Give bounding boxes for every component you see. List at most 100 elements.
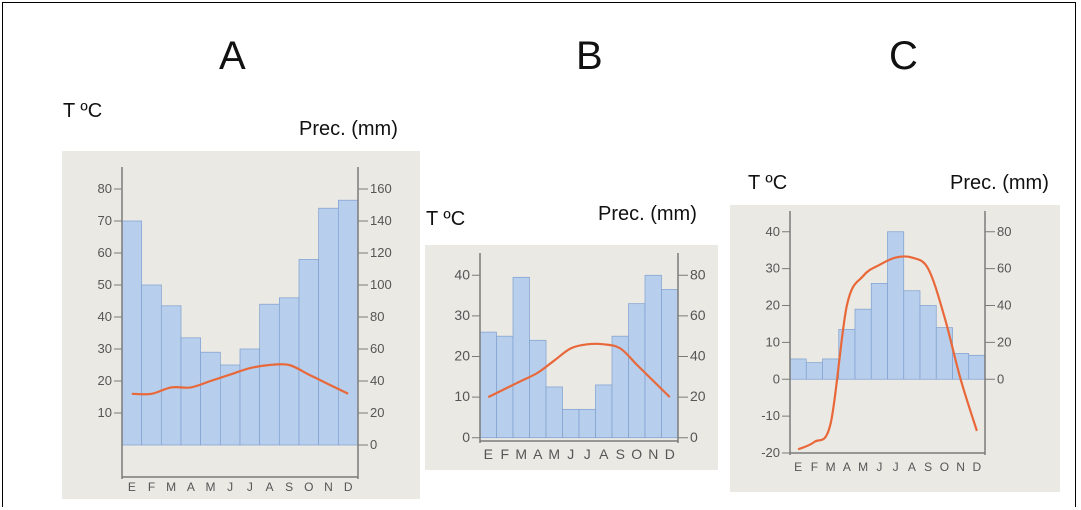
precipitation-bar (611, 335, 629, 439)
panel-b-prec-label: Prec. (mm) (598, 203, 697, 225)
precipitation-bar (545, 386, 563, 439)
precipitation-bar (578, 408, 596, 439)
month-label: F (811, 460, 818, 474)
panel-a-paper: 10 20 30 40 50 60 70 80 0 20 40 60 80 100 120 140 160 E F M… (62, 151, 420, 499)
prec-tick-label: 120 (370, 245, 392, 260)
month-label: E (128, 480, 136, 494)
month-label: F (148, 480, 155, 494)
prec-tick-label: 160 (370, 181, 392, 196)
month-label: N (648, 446, 658, 462)
precipitation-bar (887, 231, 905, 380)
prec-tick-label: 40 (370, 373, 384, 388)
temp-tick-label: -20 (761, 445, 780, 460)
panel-a-prec-label: Prec. (mm) (299, 118, 398, 140)
temp-tick-label: 10 (454, 388, 470, 404)
month-label: D (344, 480, 353, 494)
panel-c-prec-label: Prec. (mm) (950, 172, 1049, 194)
prec-tick-label: 140 (370, 213, 392, 228)
month-label: A (599, 446, 609, 462)
prec-tick-label: 0 (997, 371, 1004, 386)
temperature-line (487, 342, 671, 399)
prec-tick-label: 80 (997, 224, 1011, 239)
prec-tick-label: 60 (370, 341, 384, 356)
temp-tick-label: -10 (761, 408, 780, 423)
month-label: O (631, 446, 642, 462)
temperature-line (131, 363, 349, 396)
precipitation-bar (661, 289, 679, 439)
precipitation-bar (479, 331, 497, 439)
temp-tick-label: 50 (98, 277, 112, 292)
precipitation-bar (854, 308, 872, 380)
precipitation-bar (318, 207, 339, 446)
prec-tick-label: 80 (370, 309, 384, 324)
month-label: A (533, 446, 543, 462)
precipitation-bar (822, 358, 840, 380)
month-label: M (826, 460, 836, 474)
temp-tick-label: 30 (766, 261, 780, 276)
prec-tick-label: 0 (690, 429, 698, 445)
temperature-line (797, 255, 978, 451)
precipitation-bar (870, 283, 888, 380)
month-label: J (247, 480, 253, 494)
temp-tick-label: 10 (766, 334, 780, 349)
prec-tick-label: 20 (370, 405, 384, 420)
prec-tick-label: 40 (690, 348, 706, 364)
prec-tick-label: 100 (370, 277, 392, 292)
month-label: M (858, 460, 868, 474)
month-label: A (187, 480, 195, 494)
month-label: J (893, 460, 899, 474)
prec-tick-label: 60 (690, 307, 706, 323)
precipitation-bar (595, 384, 613, 439)
temp-tick-label: 30 (454, 307, 470, 323)
temp-tick-label: 20 (766, 298, 780, 313)
prec-tick-label: 40 (997, 298, 1011, 313)
precipitation-bar (180, 337, 202, 446)
precipitation-bar (805, 362, 823, 380)
temp-tick-label: 20 (98, 373, 112, 388)
temp-tick-label: 80 (98, 181, 112, 196)
precipitation-bar (529, 339, 547, 439)
precipitation-bar (259, 303, 280, 446)
panel-a-temp-label: T ºC (63, 100, 103, 122)
panel-b-letter: B (576, 34, 603, 78)
precipitation-bar (512, 276, 530, 439)
temp-tick-label: 10 (98, 405, 112, 420)
prec-tick-label: 80 (690, 266, 706, 282)
month-label: F (500, 446, 509, 462)
month-label: S (285, 480, 293, 494)
month-label: A (265, 480, 273, 494)
temp-tick-label: 60 (98, 245, 112, 260)
panel-b-temp-label: T ºC (426, 208, 466, 230)
month-label: A (843, 460, 851, 474)
precipitation-bar (160, 305, 182, 446)
panel-c-temp-label: T ºC (748, 172, 788, 194)
month-label: J (567, 446, 574, 462)
temp-tick-label: 0 (462, 429, 470, 445)
precipitation-bar (337, 199, 359, 446)
prec-tick-label: 0 (370, 437, 377, 452)
month-label: N (956, 460, 965, 474)
temp-tick-label: 70 (98, 213, 112, 228)
panel-c-letter: C (889, 34, 918, 78)
panel-a-letter: A (219, 34, 246, 78)
prec-tick-label: 20 (690, 388, 706, 404)
month-label: E (794, 460, 802, 474)
temp-tick-label: 40 (454, 266, 470, 282)
month-label: J (876, 460, 882, 474)
precipitation-bar (919, 305, 937, 380)
precipitation-bar (298, 259, 320, 446)
month-label: S (924, 460, 932, 474)
month-label: M (206, 480, 216, 494)
precipitation-bar (200, 351, 221, 446)
month-label: D (973, 460, 982, 474)
temp-tick-label: 40 (98, 309, 112, 324)
precipitation-bar (789, 358, 807, 380)
month-label: S (616, 446, 625, 462)
precipitation-bar (278, 297, 300, 446)
month-label: O (304, 480, 313, 494)
month-label: M (166, 480, 176, 494)
panel-b-paper: 0 10 20 30 40 0 20 40 60 80 E F M A M J J A S O N D (425, 245, 718, 470)
precipitation-bar (239, 348, 261, 446)
